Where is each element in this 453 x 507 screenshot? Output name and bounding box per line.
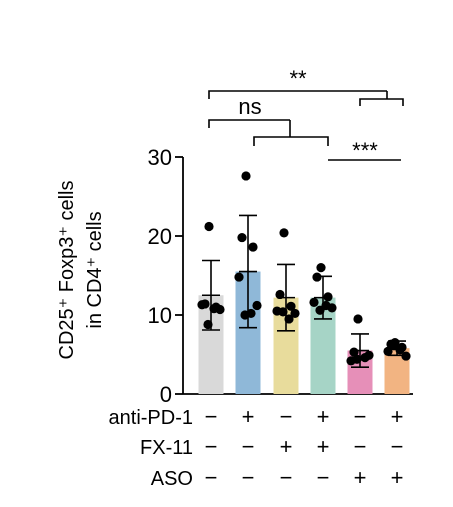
data-point [279, 228, 289, 238]
data-point [284, 314, 294, 324]
data-point [237, 232, 247, 243]
condition-sign: − [280, 465, 293, 490]
bracket-line [208, 90, 387, 99]
data-point [234, 272, 244, 282]
error-bars [202, 214, 406, 368]
data-point [352, 354, 362, 364]
y-axis-label-line1: CD25⁺ Foxp3⁺ cells [56, 181, 78, 360]
data-point [349, 347, 359, 357]
condition-sign: + [280, 434, 293, 459]
data-point [353, 314, 363, 324]
condition-sign: + [242, 404, 255, 429]
condition-sign: − [205, 404, 218, 429]
data-point [209, 304, 219, 314]
data-point [252, 300, 262, 311]
condition-sign: + [391, 404, 404, 429]
condition-sign: − [317, 465, 330, 490]
condition-sign: − [354, 434, 367, 459]
bars [198, 271, 410, 394]
condition-sign: − [354, 404, 367, 429]
y-tick-label: 0 [160, 382, 172, 407]
data-point [309, 297, 319, 307]
data-point [248, 242, 258, 252]
data-point [316, 263, 326, 273]
bracket-line [208, 119, 290, 128]
data-point [241, 171, 251, 181]
condition-sign: − [391, 434, 404, 459]
condition-label: FX-11 [140, 437, 193, 459]
data-point [197, 300, 207, 310]
y-tick-label: 20 [148, 224, 172, 249]
condition-sign: + [317, 434, 330, 459]
data-points [197, 171, 411, 366]
condition-sign: + [354, 465, 367, 490]
significance-label: *** [352, 138, 378, 163]
data-point [364, 350, 374, 360]
condition-label: ASO [151, 468, 193, 490]
condition-sign: − [280, 404, 293, 429]
y-tick-label: 30 [148, 145, 172, 170]
data-point [203, 319, 213, 330]
condition-label: anti-PD-1 [109, 407, 193, 429]
condition-sign: − [205, 434, 218, 459]
data-point [312, 272, 322, 282]
data-point [275, 289, 285, 300]
significance-label: ** [289, 66, 307, 91]
data-point [246, 308, 256, 319]
condition-table: anti-PD-1− + − + − +FX-11− − + + − −ASO − − − − + + [109, 404, 404, 490]
condition-sign: − [242, 434, 255, 459]
significance-label: ns [238, 94, 261, 119]
data-point [278, 307, 288, 317]
condition-sign: − [205, 465, 218, 490]
significance-brackets: ** ns *** [208, 66, 404, 163]
y-axis-label-line2: in CD4⁺ cells [84, 211, 106, 328]
data-point [290, 308, 300, 319]
bracket-line [253, 136, 329, 146]
condition-sign: − [242, 465, 255, 490]
data-point [383, 346, 393, 356]
data-point [395, 345, 405, 355]
data-point [321, 300, 331, 311]
data-point [204, 221, 214, 232]
bracket-line [359, 98, 404, 106]
y-tick-label: 10 [148, 303, 172, 328]
data-point [401, 351, 411, 361]
condition-sign: + [391, 465, 404, 490]
data-point [323, 292, 333, 302]
data-point [286, 301, 296, 311]
condition-sign: + [317, 404, 330, 429]
